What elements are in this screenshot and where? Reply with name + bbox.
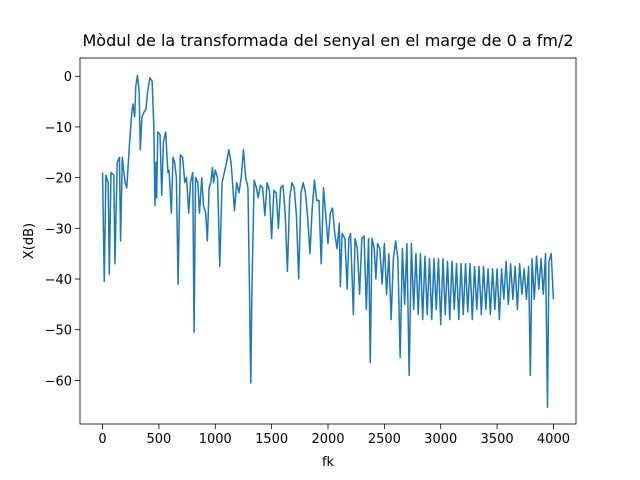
y-tick-label: −40 — [45, 273, 72, 288]
y-axis-label: X(dB) — [22, 223, 37, 259]
x-tick-label: 2500 — [368, 432, 401, 447]
y-tick-label: 0 — [64, 70, 72, 85]
y-tick-label: −30 — [45, 222, 72, 237]
y-tick-label: −60 — [45, 374, 72, 389]
x-tick-label: 2000 — [311, 432, 344, 447]
y-tick-label: −50 — [45, 324, 72, 339]
y-tick-label: −20 — [45, 172, 72, 187]
y-tick-label: −10 — [45, 121, 72, 136]
x-axis-label: fk — [322, 455, 335, 470]
x-tick-label: 1500 — [255, 432, 288, 447]
x-tick-label: 500 — [146, 432, 171, 447]
x-tick-label: 3000 — [424, 432, 457, 447]
x-tick-label: 1000 — [199, 432, 232, 447]
data-line — [101, 74, 555, 409]
chart-title: Mòdul de la transformada del senyal en e… — [82, 31, 573, 50]
x-tick-label: 0 — [98, 432, 106, 447]
x-tick-label: 3500 — [481, 432, 514, 447]
x-tick-label: 4000 — [537, 432, 570, 447]
axes-frame — [79, 57, 577, 425]
